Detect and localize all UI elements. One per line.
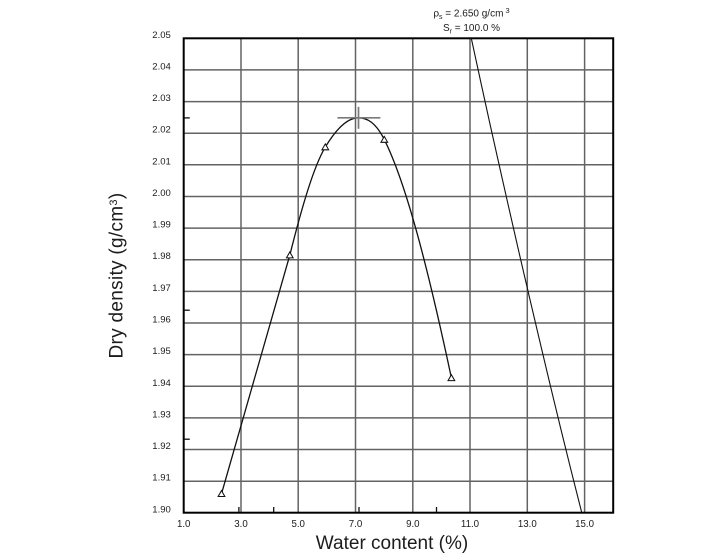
svg-text:Dry density (g/cm3): Dry density (g/cm3) — [107, 193, 128, 359]
svg-text:3.0: 3.0 — [234, 519, 248, 530]
svg-text:1.97: 1.97 — [152, 283, 171, 294]
svg-text:5.0: 5.0 — [291, 519, 305, 530]
svg-text:ρs = 2.650 g/cm 3: ρs = 2.650 g/cm 3 — [433, 6, 509, 21]
svg-text:13.0: 13.0 — [518, 519, 537, 530]
svg-text:Sr = 100.0 %: Sr = 100.0 % — [443, 23, 500, 36]
svg-text:1.98: 1.98 — [152, 251, 171, 262]
svg-text:1.93: 1.93 — [152, 409, 171, 420]
svg-text:1.94: 1.94 — [152, 378, 171, 389]
svg-text:2.01: 2.01 — [152, 156, 171, 167]
svg-text:2.02: 2.02 — [152, 125, 171, 136]
svg-text:1.95: 1.95 — [152, 346, 171, 357]
svg-text:1.99: 1.99 — [152, 220, 171, 231]
svg-text:2.05: 2.05 — [152, 30, 171, 41]
svg-text:7.0: 7.0 — [349, 519, 363, 530]
svg-text:1.0: 1.0 — [177, 519, 191, 530]
svg-text:9.0: 9.0 — [406, 519, 420, 530]
svg-text:11.0: 11.0 — [461, 519, 480, 530]
svg-text:2.03: 2.03 — [152, 93, 171, 104]
svg-text:2.04: 2.04 — [152, 61, 171, 72]
svg-text:1.92: 1.92 — [152, 441, 171, 452]
svg-text:1.96: 1.96 — [152, 315, 171, 326]
svg-text:2.00: 2.00 — [152, 188, 171, 199]
svg-text:1.91: 1.91 — [152, 473, 171, 484]
svg-text:15.0: 15.0 — [575, 519, 594, 530]
svg-text:1.90: 1.90 — [152, 504, 171, 515]
svg-text:Water content (%): Water content (%) — [316, 533, 468, 554]
